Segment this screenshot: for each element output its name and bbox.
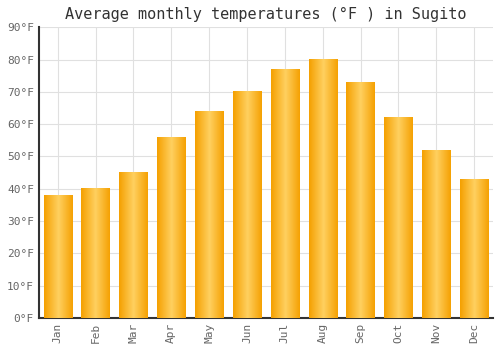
Bar <box>270 69 299 318</box>
Bar <box>195 111 224 318</box>
Bar <box>384 118 412 318</box>
Bar <box>346 82 375 318</box>
Bar <box>44 195 72 318</box>
Title: Average monthly temperatures (°F ) in Sugito: Average monthly temperatures (°F ) in Su… <box>65 7 466 22</box>
Bar <box>119 173 148 318</box>
Bar <box>460 179 488 318</box>
Bar <box>157 137 186 318</box>
Bar <box>82 189 110 318</box>
Bar <box>233 92 261 318</box>
Bar <box>422 150 450 318</box>
Bar <box>308 60 337 318</box>
